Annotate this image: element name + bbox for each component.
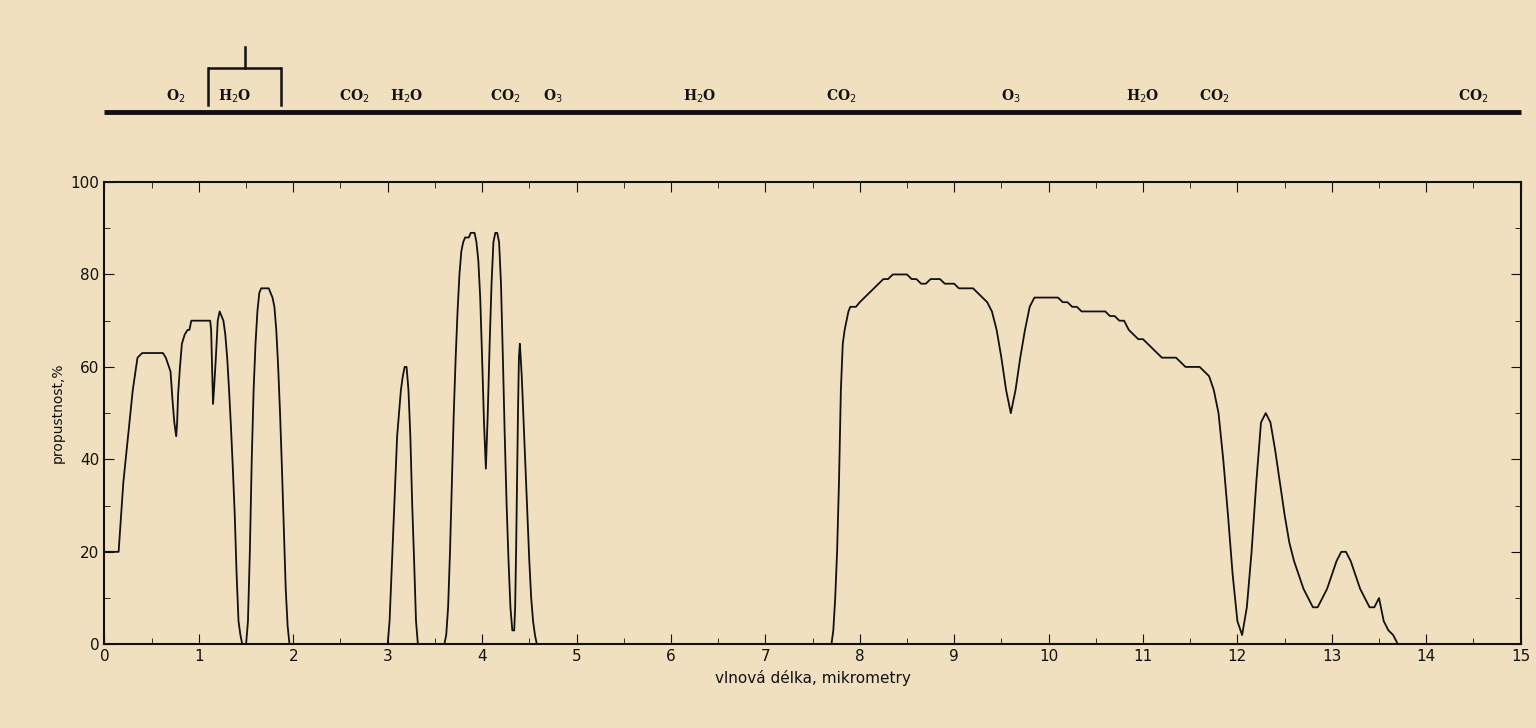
Text: CO$_2$: CO$_2$ <box>1198 87 1229 105</box>
Text: O$_2$: O$_2$ <box>166 87 186 105</box>
Text: H$_2$O: H$_2$O <box>390 87 424 105</box>
Text: CO$_2$: CO$_2$ <box>826 87 856 105</box>
Text: CO$_2$: CO$_2$ <box>339 87 370 105</box>
Text: H$_2$O: H$_2$O <box>218 87 252 105</box>
Y-axis label: propustnost,%: propustnost,% <box>51 363 65 464</box>
X-axis label: vlnová délka, mikrometry: vlnová délka, mikrometry <box>714 670 911 686</box>
Text: O$_3$: O$_3$ <box>544 87 562 105</box>
Text: O$_3$: O$_3$ <box>1001 87 1020 105</box>
Text: H$_2$O: H$_2$O <box>682 87 716 105</box>
Text: CO$_2$: CO$_2$ <box>1458 87 1488 105</box>
Text: CO$_2$: CO$_2$ <box>490 87 521 105</box>
Text: H$_2$O: H$_2$O <box>1126 87 1160 105</box>
